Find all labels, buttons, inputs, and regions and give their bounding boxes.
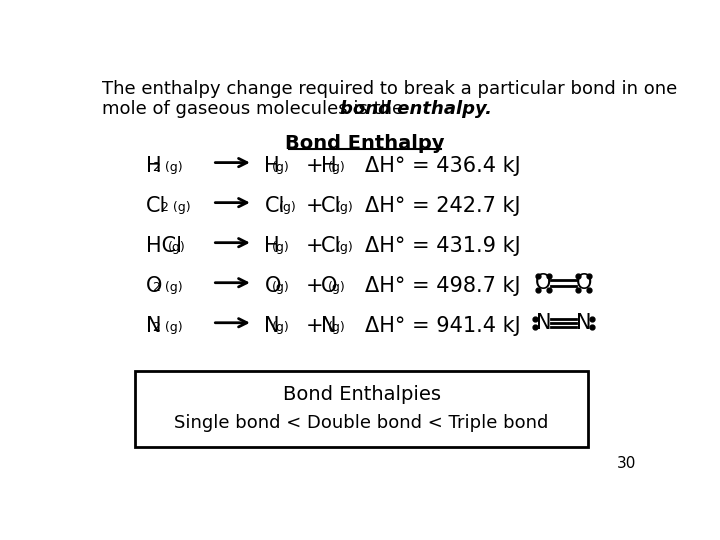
Text: bond enthalpy.: bond enthalpy.	[341, 100, 492, 118]
Text: +: +	[305, 236, 323, 256]
Text: Cl: Cl	[321, 195, 341, 215]
Text: (g): (g)	[271, 321, 289, 334]
Text: 2 (g): 2 (g)	[161, 201, 190, 214]
Text: ΔH° = 242.7 kJ: ΔH° = 242.7 kJ	[365, 195, 521, 215]
Text: 2 (g): 2 (g)	[153, 321, 183, 334]
Text: ΔH° = 498.7 kJ: ΔH° = 498.7 kJ	[365, 276, 521, 296]
Text: 2 (g): 2 (g)	[153, 161, 183, 174]
Text: ΔH° = 431.9 kJ: ΔH° = 431.9 kJ	[365, 236, 521, 256]
Text: ΔH° = 941.4 kJ: ΔH° = 941.4 kJ	[365, 316, 521, 336]
Text: (g): (g)	[271, 281, 289, 294]
Text: (g): (g)	[336, 201, 354, 214]
Text: H: H	[321, 156, 336, 176]
Text: Bond Enthalpies: Bond Enthalpies	[283, 385, 441, 404]
Text: +: +	[305, 195, 323, 215]
Text: Cl: Cl	[321, 236, 341, 256]
Text: 30: 30	[617, 456, 636, 471]
Text: O: O	[575, 273, 592, 293]
Text: The enthalpy change required to break a particular bond in one: The enthalpy change required to break a …	[102, 80, 677, 98]
Text: O: O	[535, 273, 552, 293]
Text: Cl: Cl	[145, 195, 166, 215]
Text: (g): (g)	[271, 241, 289, 254]
Text: (g): (g)	[168, 241, 186, 254]
Bar	[135, 372, 588, 447]
Text: 2 (g): 2 (g)	[153, 281, 183, 294]
Text: N: N	[145, 316, 161, 336]
Text: Bond Enthalpy: Bond Enthalpy	[285, 134, 445, 153]
Text: HCl: HCl	[145, 236, 181, 256]
Text: O: O	[145, 276, 162, 296]
Text: mole of gaseous molecules is the: mole of gaseous molecules is the	[102, 100, 408, 118]
Text: (g): (g)	[328, 281, 346, 294]
Text: N: N	[321, 316, 336, 336]
Text: +: +	[305, 156, 323, 176]
Text: O: O	[321, 276, 338, 296]
Text: (g): (g)	[271, 161, 289, 174]
Text: O: O	[264, 276, 281, 296]
Text: +: +	[305, 316, 323, 336]
Text: Single bond < Double bond < Triple bond: Single bond < Double bond < Triple bond	[174, 414, 549, 431]
Text: (g): (g)	[328, 321, 346, 334]
Text: N: N	[536, 313, 551, 333]
Text: N: N	[264, 316, 280, 336]
Text: Cl: Cl	[264, 195, 284, 215]
Text: H: H	[264, 236, 280, 256]
Text: H: H	[264, 156, 280, 176]
Text: (g): (g)	[336, 241, 354, 254]
Text: ΔH° = 436.4 kJ: ΔH° = 436.4 kJ	[365, 156, 521, 176]
Text: N: N	[576, 313, 591, 333]
Text: (g): (g)	[279, 201, 297, 214]
Text: (g): (g)	[328, 161, 346, 174]
Text: H: H	[145, 156, 161, 176]
Text: +: +	[305, 276, 323, 296]
